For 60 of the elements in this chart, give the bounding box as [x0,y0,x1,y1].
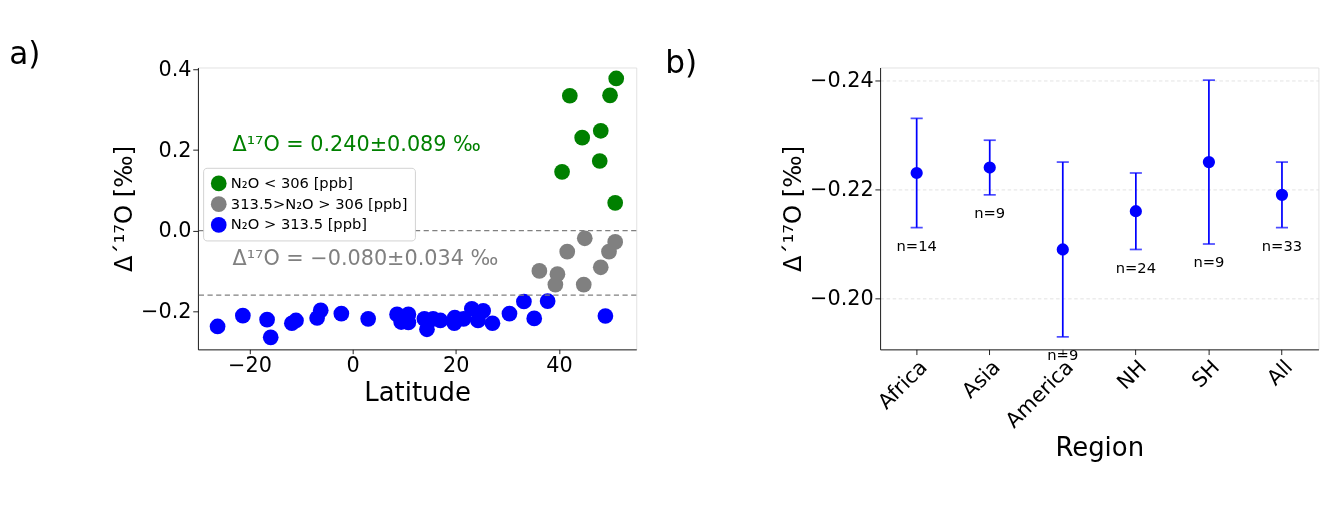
point [262,329,279,346]
y-tick-label: −0.22 [810,176,874,201]
y-tick-label: −0.2 [141,298,192,323]
x-tick-label: 20 [443,353,470,378]
point [259,311,275,328]
y-tick-label: 0.2 [158,137,192,162]
annotation: n=14 [896,236,937,254]
y-tick-label: 0.4 [158,57,192,82]
point [575,276,592,293]
legend-label: N₂O < 306 [ppb] [230,173,354,191]
point [559,243,576,260]
point [531,263,548,279]
x-tick-label: −20 [228,353,272,378]
annotation: n=9 [1193,253,1225,271]
chart-title: b) [665,43,698,80]
x-tick-label: 0 [346,353,360,378]
point [591,153,608,169]
point [333,305,350,322]
point [607,195,624,211]
annotation: n=33 [1261,236,1303,254]
point [360,310,377,327]
point [592,122,609,139]
point [574,129,591,146]
y-axis-title: Δ´¹⁷O [‰] [110,145,139,272]
point [539,293,556,309]
x-tick-label: All [1261,354,1298,391]
point [209,318,226,335]
point [576,230,593,247]
x-tick-label: 40 [546,353,573,378]
y-tick-label: −0.20 [810,286,874,311]
y-tick-label: −0.24 [810,67,874,92]
annotation: n=24 [1115,258,1156,276]
point [516,293,532,310]
annotation: Δ¹⁷O = 0.240±0.089 ‰ [232,131,481,156]
point [501,305,518,322]
point [592,259,609,276]
x-tick-label: NH [1112,354,1151,394]
point [601,243,617,260]
chart-title: a) [9,35,41,72]
legend-label: N₂O > 313.5 [ppb] [230,215,368,233]
x-axis-title: Region [1055,432,1145,463]
point [235,307,251,324]
point [602,87,618,104]
y-tick-label: 0.0 [158,218,192,243]
annotation: Δ¹⁷O = −0.080±0.034 ‰ [232,245,499,270]
point [608,70,625,87]
point [561,87,578,104]
x-tick-label: SH [1186,354,1225,393]
point [597,308,614,324]
point [554,164,570,180]
annotation: n=9 [974,204,1006,222]
point [484,315,501,332]
legend-label: 313.5>N₂O > 306 [ppb] [230,194,408,212]
point [526,310,543,327]
point [288,312,304,329]
point [547,276,564,293]
annotation: n=9 [1047,346,1079,364]
point [312,302,329,319]
x-axis-title: Latitude [364,376,471,407]
y-axis-title: Δ´¹⁷O [‰] [779,145,808,272]
